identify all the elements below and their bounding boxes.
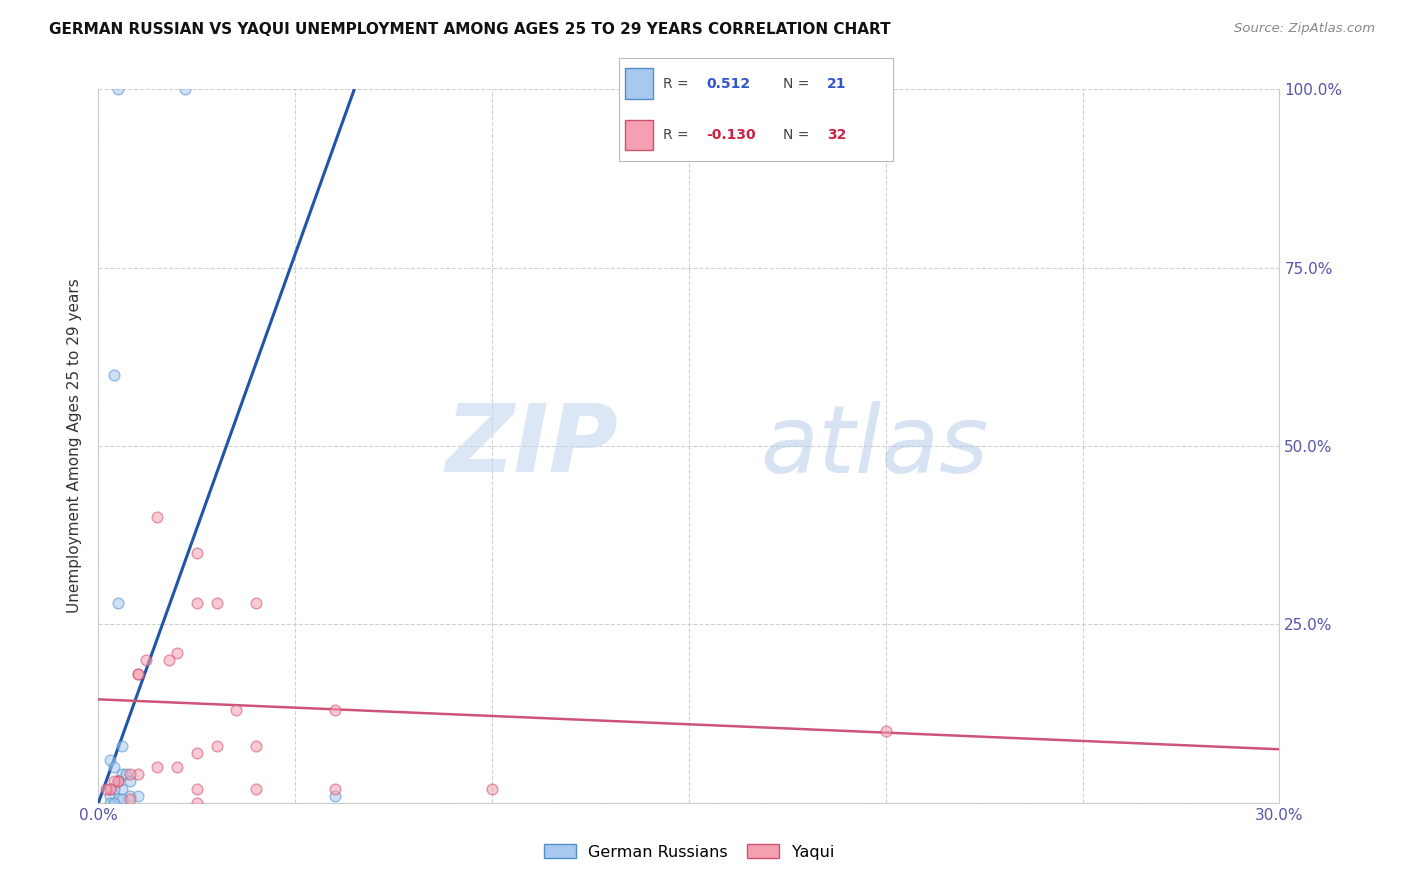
Point [103,774,125,789]
Point [107,774,129,789]
Point [115,767,138,781]
Point [111,792,134,806]
Text: 32: 32 [827,128,846,142]
Point [118,789,141,803]
Point [157,653,180,667]
Text: 0.512: 0.512 [706,77,751,91]
Text: Source: ZipAtlas.com: Source: ZipAtlas.com [1234,22,1375,36]
Point [107,774,129,789]
Point [103,796,125,810]
Text: R =: R = [662,128,688,142]
Point [111,739,134,753]
Point [98,781,121,796]
Point [103,781,125,796]
Point [174,82,197,96]
Bar [626,120,652,150]
Point [323,703,346,717]
Point [166,646,188,660]
Text: GERMAN RUSSIAN VS YAQUI UNEMPLOYMENT AMONG AGES 25 TO 29 YEARS CORRELATION CHART: GERMAN RUSSIAN VS YAQUI UNEMPLOYMENT AMO… [49,22,891,37]
Point [107,774,129,789]
Point [98,789,121,803]
Point [245,739,267,753]
Y-axis label: Unemployment Among Ages 25 to 29 years: Unemployment Among Ages 25 to 29 years [67,278,83,614]
Point [98,796,121,810]
Point [225,703,247,717]
Point [481,781,503,796]
Point [323,781,346,796]
Point [875,724,897,739]
Point [245,781,267,796]
Text: N =: N = [783,128,810,142]
Text: -0.130: -0.130 [706,128,756,142]
Text: N =: N = [783,77,810,91]
Point [135,653,157,667]
Point [146,510,169,524]
Point [111,781,134,796]
Point [127,767,149,781]
Text: R =: R = [662,77,688,91]
Point [103,760,125,774]
Legend: German Russians, Yaqui: German Russians, Yaqui [537,838,841,866]
Point [186,746,208,760]
Point [118,774,141,789]
Point [186,546,208,560]
Point [186,796,208,810]
Point [245,596,267,610]
Point [166,760,188,774]
Text: atlas: atlas [759,401,988,491]
Point [323,789,346,803]
Point [186,596,208,610]
Point [107,792,129,806]
Point [186,781,208,796]
Point [98,781,121,796]
Point [98,753,121,767]
Bar [626,69,652,99]
Text: 21: 21 [827,77,846,91]
Point [205,739,228,753]
Point [118,767,141,781]
Point [96,781,118,796]
Point [118,792,141,806]
Point [103,368,125,382]
Point [205,596,228,610]
Point [107,596,129,610]
Point [127,789,149,803]
Point [111,767,134,781]
Text: ZIP: ZIP [446,400,619,492]
Point [107,82,129,96]
Point [127,667,149,681]
Point [146,760,169,774]
Point [127,667,149,681]
